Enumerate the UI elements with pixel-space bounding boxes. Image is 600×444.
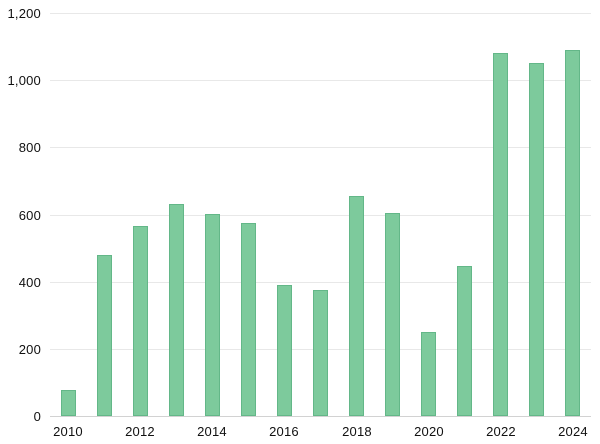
y-tick-label: 0: [33, 409, 41, 424]
y-tick-label: 1,000: [7, 73, 41, 88]
bar-2019: [385, 213, 400, 416]
bar-2021: [457, 266, 472, 416]
bar-2015: [241, 223, 256, 416]
y-tick-label: 800: [18, 140, 41, 155]
gridline: [50, 282, 591, 283]
x-tick-label: 2010: [53, 424, 83, 439]
bar-2010: [61, 390, 76, 416]
x-tick-label: 2020: [414, 424, 444, 439]
bar-2013: [169, 204, 184, 416]
y-tick-label: 400: [18, 275, 41, 290]
bar-2020: [421, 332, 436, 416]
bar-2014: [205, 214, 220, 416]
x-tick-label: 2024: [558, 424, 588, 439]
y-tick-label: 1,200: [7, 6, 41, 21]
gridline: [50, 147, 591, 148]
bar-2022: [493, 53, 508, 416]
bar-2011: [97, 255, 112, 416]
x-tick-label: 2022: [486, 424, 516, 439]
gridline: [50, 80, 591, 81]
y-tick-label: 600: [18, 208, 41, 223]
bar-2012: [133, 226, 148, 416]
y-tick-label: 200: [18, 342, 41, 357]
bar-2023: [529, 63, 544, 416]
x-tick-label: 2018: [342, 424, 372, 439]
x-axis-line: [50, 416, 591, 417]
bar-2016: [277, 285, 292, 416]
x-tick-label: 2014: [197, 424, 227, 439]
x-tick-label: 2016: [269, 424, 299, 439]
bar-2017: [313, 290, 328, 416]
bar-2018: [349, 196, 364, 416]
x-tick-label: 2012: [125, 424, 155, 439]
gridline: [50, 215, 591, 216]
bar-2024: [565, 50, 580, 416]
gridline: [50, 13, 591, 14]
